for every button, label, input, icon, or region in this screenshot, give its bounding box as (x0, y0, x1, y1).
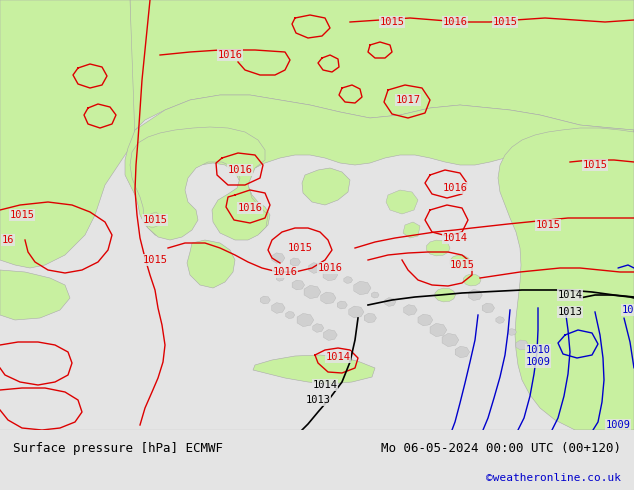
Text: 1014: 1014 (313, 380, 337, 390)
Polygon shape (0, 270, 70, 320)
Polygon shape (427, 240, 450, 256)
Polygon shape (283, 309, 298, 321)
Text: 1015: 1015 (536, 220, 560, 230)
Text: 1009: 1009 (526, 357, 550, 367)
Polygon shape (421, 317, 430, 323)
Polygon shape (0, 0, 135, 268)
Text: 1017: 1017 (396, 95, 420, 105)
Text: 1016: 1016 (443, 17, 467, 27)
Polygon shape (356, 283, 369, 293)
Text: Mo 06-05-2024 00:00 UTC (00+120): Mo 06-05-2024 00:00 UTC (00+120) (381, 441, 621, 455)
Polygon shape (340, 274, 356, 286)
Polygon shape (458, 348, 467, 356)
Text: ©weatheronline.co.uk: ©weatheronline.co.uk (486, 473, 621, 483)
Polygon shape (386, 190, 418, 214)
Text: 1016: 1016 (443, 183, 467, 193)
Text: 1015: 1015 (143, 215, 167, 225)
Polygon shape (326, 332, 335, 339)
Text: 1015: 1015 (493, 17, 517, 27)
Polygon shape (253, 355, 375, 384)
Polygon shape (273, 254, 283, 262)
Text: 1016: 1016 (318, 263, 342, 273)
Polygon shape (430, 323, 447, 337)
Polygon shape (463, 274, 481, 286)
Polygon shape (301, 317, 309, 323)
Text: 1014: 1014 (557, 290, 583, 300)
Text: 1016: 1016 (238, 203, 262, 213)
Text: Surface pressure [hPa] ECMWF: Surface pressure [hPa] ECMWF (13, 441, 223, 455)
Text: 1015: 1015 (143, 255, 167, 265)
Polygon shape (302, 168, 350, 205)
Polygon shape (325, 295, 332, 301)
Polygon shape (403, 304, 418, 316)
Polygon shape (435, 288, 455, 302)
Text: 1014: 1014 (325, 352, 351, 362)
Polygon shape (482, 303, 495, 313)
Polygon shape (307, 288, 317, 296)
Polygon shape (272, 271, 288, 285)
Polygon shape (450, 255, 470, 269)
Text: 1015: 1015 (380, 17, 404, 27)
Text: 1016: 1016 (217, 50, 242, 60)
Text: 1015: 1015 (287, 243, 313, 253)
Polygon shape (130, 0, 634, 140)
Polygon shape (290, 258, 300, 266)
Text: 1015: 1015 (10, 210, 34, 220)
Text: 1013: 1013 (557, 307, 583, 317)
Polygon shape (517, 341, 527, 349)
Polygon shape (498, 128, 634, 430)
Text: 1015: 1015 (583, 160, 607, 170)
Text: 1009: 1009 (605, 420, 630, 430)
Polygon shape (325, 271, 335, 279)
Polygon shape (290, 279, 306, 291)
Text: 1016: 1016 (228, 165, 252, 175)
Polygon shape (403, 222, 420, 238)
Polygon shape (311, 265, 320, 271)
Polygon shape (334, 298, 351, 312)
Text: 16: 16 (2, 235, 14, 245)
Text: 1016: 1016 (273, 267, 297, 277)
Polygon shape (187, 240, 235, 288)
Polygon shape (259, 295, 272, 305)
Text: 1015: 1015 (450, 260, 474, 270)
Text: 10: 10 (622, 305, 634, 315)
Text: 1013: 1013 (306, 395, 330, 405)
Polygon shape (504, 325, 521, 339)
Polygon shape (351, 308, 362, 317)
Text: 1014: 1014 (443, 233, 467, 243)
Polygon shape (444, 335, 456, 345)
Polygon shape (369, 290, 382, 300)
Polygon shape (313, 323, 325, 333)
Text: 1010: 1010 (526, 345, 550, 355)
Polygon shape (467, 288, 484, 302)
Polygon shape (365, 314, 375, 322)
Polygon shape (145, 212, 162, 228)
Polygon shape (273, 304, 283, 312)
Polygon shape (130, 127, 268, 240)
Polygon shape (386, 298, 394, 305)
Polygon shape (125, 95, 634, 238)
Polygon shape (496, 317, 504, 323)
